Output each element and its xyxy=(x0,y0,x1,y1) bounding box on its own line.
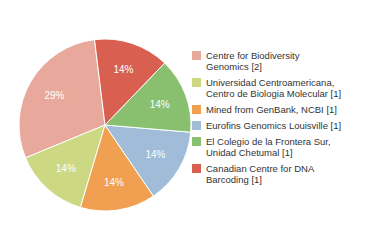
svg-text:14%: 14% xyxy=(114,64,134,75)
html-text:Universidad Centroamericana, C: Universidad Centroamericana, Centro de B… xyxy=(206,77,342,99)
svg-text:14%: 14% xyxy=(145,149,165,160)
svg-text:14%: 14% xyxy=(104,177,124,188)
svg-text:14%: 14% xyxy=(56,163,76,174)
html-text:Canadian Centre for DNA Barcod: Canadian Centre for DNA Barcoding [1] xyxy=(206,163,315,185)
html-text:Eurofins Genomics Louisville [: Eurofins Genomics Louisville [1] xyxy=(206,120,342,131)
svg-text:29%: 29% xyxy=(44,90,64,101)
html-text:El Colegio de la Frontera Sur,: El Colegio de la Frontera Sur, Unidad Ch… xyxy=(206,136,331,158)
svg-text:14%: 14% xyxy=(150,99,170,110)
html-text:Mined from GenBank, NCBI [1]: Mined from GenBank, NCBI [1] xyxy=(206,104,337,115)
html-text:Centre for Biodiversity Genomi: Centre for Biodiversity Genomics [2] xyxy=(206,50,300,72)
